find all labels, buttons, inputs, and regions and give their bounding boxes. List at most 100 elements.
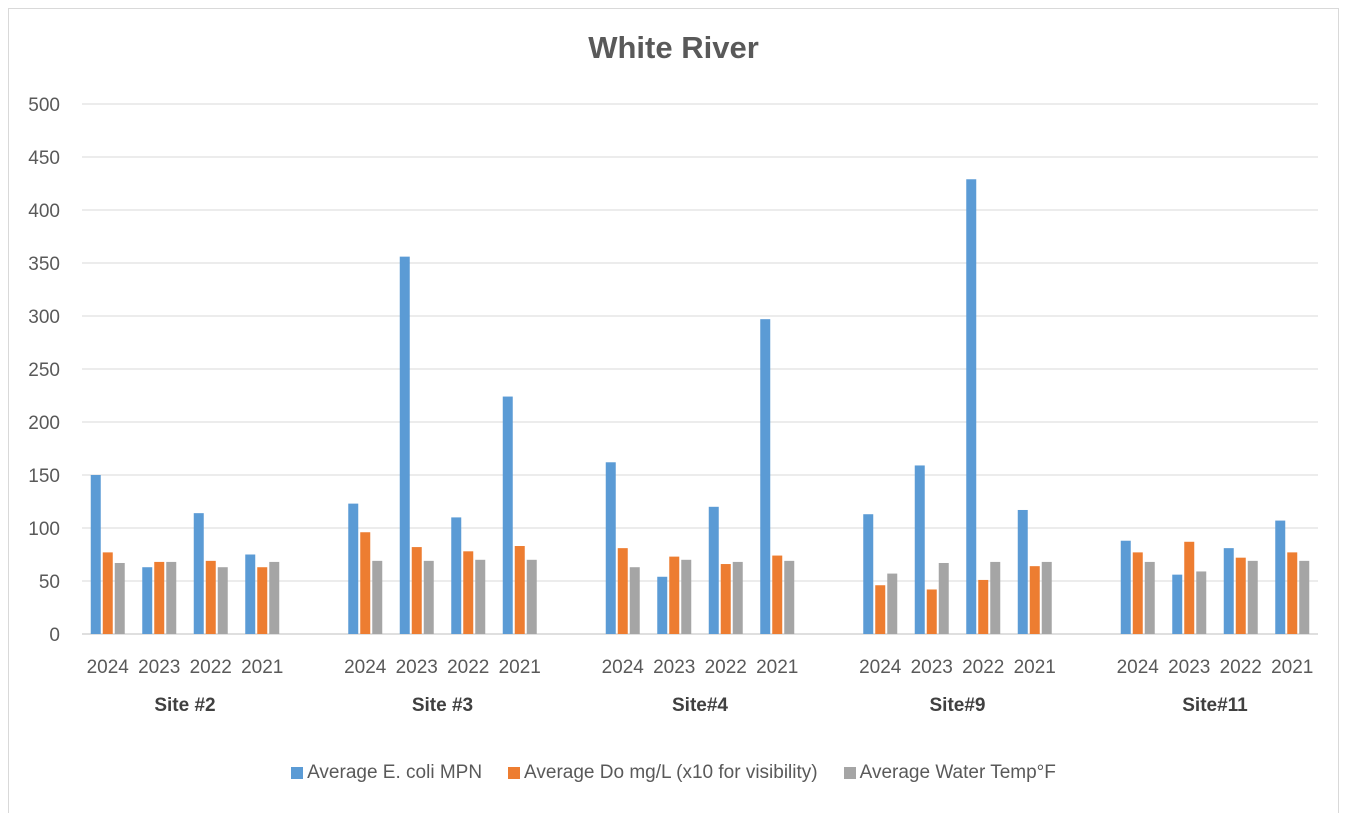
bar [1287,552,1298,634]
chart-title: White River [588,30,759,65]
bar [720,564,731,634]
bar [681,559,692,634]
x-tick-label: 2022 [962,657,1004,678]
bar [257,567,268,634]
site-group-label: Site#4 [672,695,728,716]
bar [1132,552,1143,634]
x-tick-label: 2024 [859,657,902,678]
bar [142,567,153,634]
x-tick-label: 2023 [653,657,695,678]
bar [1235,557,1246,634]
y-tick-label: 100 [28,519,60,540]
bar [875,585,886,634]
x-tick-label: 2022 [1220,657,1262,678]
y-tick-label: 500 [28,95,60,116]
y-tick-label: 200 [28,413,60,434]
bar [154,561,165,634]
bar [1144,561,1155,634]
x-tick-label: 2021 [499,657,541,678]
bar [114,562,125,634]
bar [1172,574,1183,634]
bar [1017,509,1028,634]
bar [451,517,462,634]
bar [166,561,177,634]
chart-legend: Average E. coli MPN Average Do mg/L (x10 … [0,762,1347,784]
legend-swatch [291,767,304,779]
bar [1223,548,1234,634]
bar [1184,541,1195,634]
y-tick-label: 0 [49,625,60,646]
y-tick-label: 400 [28,201,60,222]
site-group-label: Site#9 [930,695,986,716]
bar [978,579,989,634]
site-group-label: Site#11 [1182,695,1248,716]
site-group-label: Site #2 [154,695,215,716]
x-tick-label: 2024 [1117,657,1160,678]
bar [502,396,513,634]
legend-item: Average Do mg/L (x10 for visibility) [508,762,818,784]
bar [475,559,486,634]
bar [217,567,228,634]
legend-swatch [508,767,521,779]
bar [526,559,537,634]
x-tick-label: 2024 [87,657,130,678]
legend-item: Average Water Temp°F [843,762,1056,784]
x-tick-label: 2023 [911,657,953,678]
x-tick-label: 2022 [447,657,489,678]
bar [863,514,874,634]
x-tick-label: 2021 [241,657,283,678]
x-tick-label: 2021 [1271,657,1313,678]
x-tick-label: 2022 [190,657,232,678]
x-tick-label: 2022 [705,657,747,678]
y-tick-label: 300 [28,307,60,328]
x-tick-label: 2021 [756,657,798,678]
bar [1247,560,1258,634]
x-tick-label: 2021 [1014,657,1056,678]
bar [1029,566,1040,634]
bar [887,573,898,634]
bar [772,555,783,634]
legend-label: Average E. coli MPN [307,762,483,783]
bar [1120,540,1131,634]
y-tick-label: 350 [28,254,60,275]
y-tick-label: 150 [28,466,60,487]
bar [760,319,771,634]
bar [360,532,371,634]
bar [463,551,474,634]
bar [348,503,359,634]
bar [914,465,925,634]
y-tick-label: 450 [28,148,60,169]
bar [269,561,280,634]
site-group-label: Site #3 [412,695,473,716]
bar [514,546,525,634]
bar [784,560,795,634]
bar [605,462,616,634]
x-tick-label: 2024 [602,657,645,678]
x-tick-label: 2023 [396,657,438,678]
x-tick-label: 2023 [1168,657,1210,678]
legend-swatch [843,767,856,779]
bar [732,561,743,634]
y-tick-label: 50 [39,572,60,593]
bar [617,548,628,634]
legend-label: Average Do mg/L (x10 for visibility) [524,762,818,783]
bar [1041,561,1052,634]
bar [669,556,680,634]
bar [708,506,719,634]
bar [990,561,1001,634]
bar [657,576,668,634]
legend-label: Average Water Temp°F [859,762,1056,783]
bar [938,562,949,634]
x-tick-label: 2024 [344,657,387,678]
bar [245,554,256,634]
bar [1196,571,1207,634]
bar [966,179,977,634]
bar [411,547,422,634]
bar [1275,520,1286,634]
bar [193,513,204,634]
bar [1299,560,1310,634]
chart-frame [8,8,1339,813]
legend-item: Average E. coli MPN [291,762,482,784]
y-tick-label: 250 [28,360,60,381]
